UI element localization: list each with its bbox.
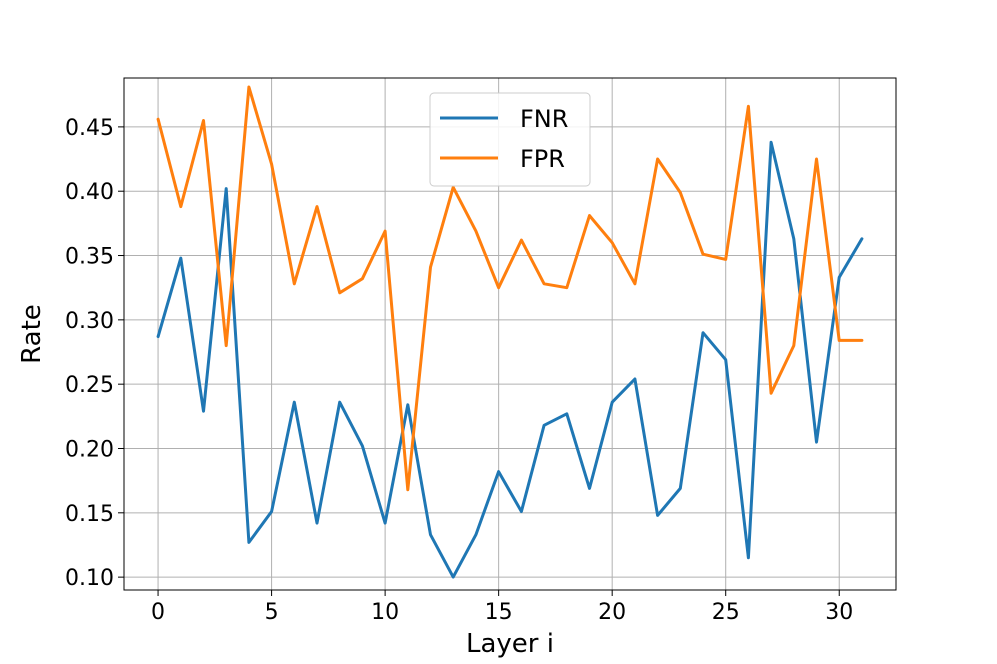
y-tick-label: 0.15 (65, 502, 114, 527)
y-tick-label: 0.40 (65, 180, 114, 205)
y-tick-label: 0.20 (65, 437, 114, 462)
x-tick-label: 0 (151, 600, 165, 625)
x-tick-label: 20 (598, 600, 626, 625)
y-axis-ticks: 0.10 0.15 0.20 0.25 0.30 0.35 0.40 0.45 (65, 116, 124, 591)
series-line-fpr (156, 85, 864, 492)
y-tick-label: 0.45 (65, 116, 114, 141)
y-axis-label: Rate (17, 304, 47, 364)
series-lines (156, 85, 864, 579)
x-tick-label: 5 (265, 600, 279, 625)
x-tick-label: 15 (485, 600, 513, 625)
legend-box (429, 92, 591, 187)
y-tick-label: 0.30 (65, 309, 114, 334)
y-tick-label: 0.10 (65, 566, 114, 591)
x-tick-label: 10 (371, 600, 399, 625)
plot-frame (123, 77, 897, 591)
x-tick-label: 25 (712, 600, 740, 625)
y-tick-label: 0.25 (65, 373, 114, 398)
legend: FNR FPR (429, 92, 591, 187)
legend-label-fpr: FPR (520, 145, 565, 173)
x-axis-label: Layer i (466, 629, 554, 659)
legend-label-fnr: FNR (520, 105, 568, 133)
y-tick-label: 0.35 (65, 245, 114, 270)
x-tick-label: 30 (825, 600, 853, 625)
series-line-fnr (156, 140, 864, 579)
x-axis-ticks: 0 5 10 15 20 25 30 (151, 590, 853, 625)
